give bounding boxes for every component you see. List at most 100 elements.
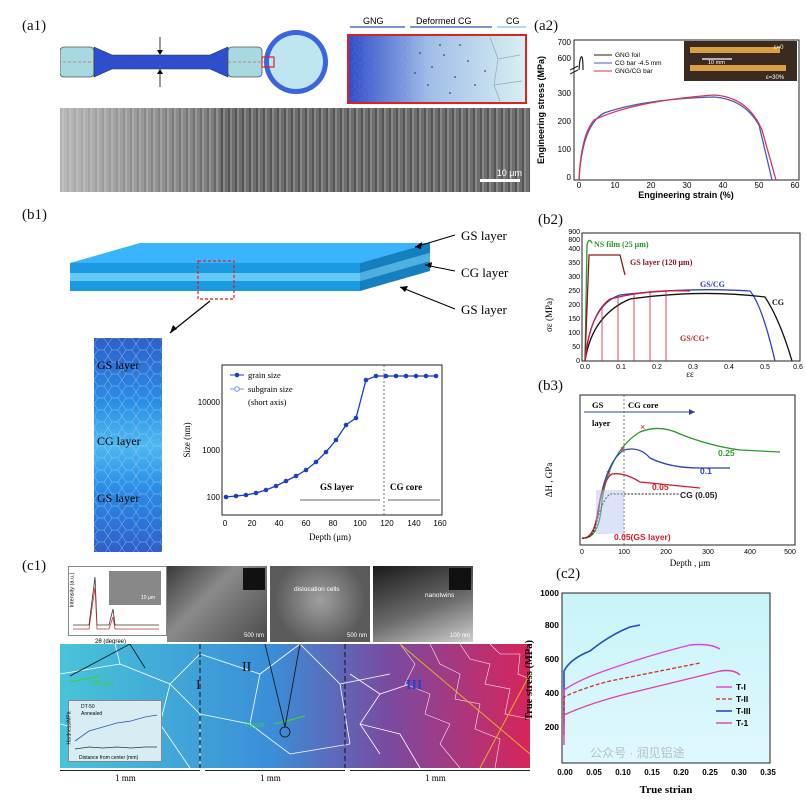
c2-xtick: 0.00 [557, 768, 573, 777]
b3-marker-01: × [620, 444, 625, 454]
b1-plot-yticks: 100 1000 10000 [198, 398, 221, 502]
c1-tem-scale-2: 500 nm [346, 633, 367, 639]
b3-ylabel: ΔH , GPa [544, 463, 554, 498]
b2-yticks: 0 50 100 150 200 250 300 350 400 800 900 [568, 229, 580, 365]
b3-curve-cg [581, 493, 680, 539]
c1-xrd-ylabel: Intensity (a.u.) [69, 572, 76, 608]
b2-xtick: 0.1 [616, 364, 626, 371]
a2-inset-scale: 10 mm [708, 60, 725, 66]
b3-xlabel: Depth , μm [670, 558, 711, 568]
c1-hard-legend-dt: DT-50 [81, 704, 95, 710]
b3-marker-005: × [606, 468, 611, 478]
a2-inset-photo: ε=0 ε=30% 10 mm [684, 41, 797, 81]
b2-label-gscg: GS/CG [700, 280, 725, 289]
c2-chart: True stress (MPa) True strian 200 400 60… [524, 588, 776, 796]
c2-curve-t2 [563, 662, 701, 735]
a2-xlabel: Engineering strain (%) [638, 190, 734, 200]
b1-plot-ylabel: Size (nm) [182, 422, 192, 457]
b1-callout-gs-bottom: GS layer [461, 302, 507, 317]
c2-ytick: 800 [545, 620, 559, 630]
c1-dim-70: 70 μm [245, 722, 265, 729]
a2-xtick: 10 [611, 181, 620, 190]
label-c1: (c1) [22, 558, 47, 574]
b1-region-gs: GS layer [320, 482, 354, 492]
b3-marker-025: × [640, 422, 645, 432]
b1-plot-xtick: 100 [353, 519, 367, 528]
a2-ylabel: Engineering stress (MPa) [536, 56, 546, 164]
b2-curve-gscg [584, 289, 776, 362]
c1-tem-image-2: dislocation cells 500 nm [270, 566, 370, 642]
a2-legend: GNG foil CG bar -4.5 mm GNG/CG bar [594, 52, 662, 75]
b2-ytick: 50 [572, 344, 580, 351]
c1-tem-image-3: nanotwins 100 nm [373, 566, 473, 642]
b2-xtick: 0.6 [793, 364, 803, 371]
b1-callout-gs-top: GS layer [461, 228, 507, 243]
c1-mm-3: 1 mm [425, 773, 446, 783]
b2-curve-gs [584, 254, 626, 362]
a2-ytick: 600 [558, 54, 572, 63]
b1-grain-column: GS layer CG layer GS layer [94, 338, 162, 552]
b3-label-gs: 0.05(GS layer) [614, 532, 671, 542]
label-b2: (b2) [538, 212, 563, 228]
a2-legend-gng: GNG/CG bar [615, 68, 653, 75]
b3-curve-005 [581, 473, 701, 539]
c2-ytick: 600 [545, 654, 559, 664]
b3-xtick: 300 [702, 549, 714, 556]
label-c2: (c2) [556, 566, 581, 582]
a2-inset-e30: ε=30% [766, 75, 785, 81]
b1-plot-xtick: 20 [248, 519, 257, 528]
a2-inset-e0: ε=0 [774, 45, 784, 51]
b2-xtick: 0.5 [760, 364, 770, 371]
b3-label-cg: CG (0.05) [680, 490, 717, 500]
b2-label-gs: GS layer (120 μm) [630, 258, 693, 267]
c2-ytick: 1000 [540, 588, 559, 598]
b1-grain-size-line [225, 375, 436, 498]
c1-tem-nanotwins-label: nanotwins [425, 592, 455, 599]
b3-chart: ΔH , GPa Depth , μm 0 100 200 300 400 50… [544, 394, 796, 568]
c2-xtick: 0.25 [702, 768, 718, 777]
b2-xticks: 0.0 0.1 0.2 0.3 0.4 0.5 0.6 [580, 364, 803, 371]
b1-plot-ytick: 100 [207, 493, 221, 502]
b3-label-025: 0.25 [718, 448, 735, 458]
b2-curve-cg [584, 292, 793, 362]
a2-legend-foil: GNG foil [615, 52, 640, 59]
b2-ytick: 300 [568, 274, 580, 281]
b3-region-gs: GS [592, 400, 604, 410]
a2-ytick: 0 [567, 173, 572, 182]
c1-hard-ylabel: Hardness/MPa [66, 711, 73, 745]
b1-plot-xlabel: Depth (μm) [309, 532, 351, 542]
b3-label-01: 0.1 [700, 466, 712, 476]
b2-chart: σε (MPa) εε 0 50 100 150 200 250 300 350… [544, 229, 803, 379]
a2-xtick: 50 [755, 181, 764, 190]
c2-yticks: 200 400 600 800 1000 [540, 588, 559, 732]
b2-ytick: 150 [568, 316, 580, 323]
a2-curve-cg [578, 96, 773, 181]
c2-xticks: 0.00 0.05 0.10 0.15 0.20 0.25 0.30 0.35 [557, 768, 776, 777]
b2-ytick: 200 [568, 302, 580, 309]
b3-xtick: 400 [744, 549, 756, 556]
b1-column-gs-bottom: GS layer [97, 491, 140, 505]
b1-plot-ytick: 10000 [198, 398, 221, 407]
b1-plot-ytick: 1000 [202, 446, 220, 455]
b3-curve-025 [581, 427, 781, 539]
a2-ytick: 200 [558, 117, 572, 126]
b3-xtick: 500 [784, 549, 796, 556]
b2-curve-ns [584, 239, 593, 362]
b2-xtick: 0.0 [580, 364, 590, 371]
c1-diffraction-pattern [243, 568, 265, 590]
c2-curve-t1 [563, 643, 721, 735]
b1-size-plot: Size (nm) Depth (μm) 100 1000 10000 0 20… [182, 364, 447, 542]
c2-xtick: 0.30 [731, 768, 747, 777]
a2-curve-foil [578, 56, 584, 71]
a2-xtick: 0 [577, 181, 582, 190]
cross-section-icon [261, 30, 328, 94]
b2-ytick: 350 [568, 260, 580, 267]
c2-ytick: 200 [545, 722, 559, 732]
c2-xtick: 0.05 [586, 768, 602, 777]
a2-xticks: 0 10 20 30 40 50 60 [577, 181, 800, 190]
c1-region-II: II [242, 660, 252, 675]
b3-xticks: 0 100 200 300 400 500 [580, 549, 796, 556]
a1-scale-label: 10 μm [496, 168, 522, 178]
b1-grain-points [223, 373, 439, 500]
b1-plot-xticks: 0 20 40 60 80 100 120 140 160 [223, 519, 447, 528]
